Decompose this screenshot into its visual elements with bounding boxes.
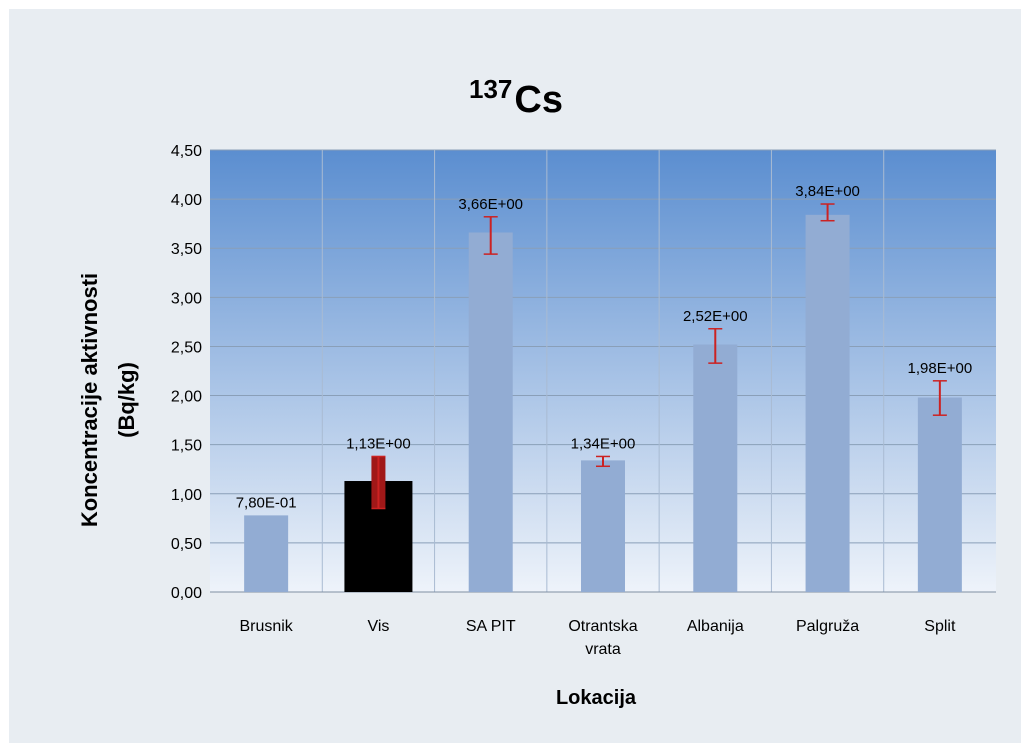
y-axis-label-line1: Koncentracije aktivnosti	[77, 273, 102, 527]
bar	[693, 344, 737, 592]
y-tick-label: 1,50	[171, 438, 202, 455]
y-tick-label: 3,50	[171, 241, 202, 258]
data-label: 2,52E+00	[683, 308, 748, 325]
data-label: 7,80E-01	[236, 494, 297, 511]
x-axis-label: Lokacija	[556, 687, 637, 709]
data-label: 3,66E+00	[458, 196, 523, 213]
x-tick-label: Albanija	[687, 618, 744, 635]
x-tick-label: Vis	[367, 618, 389, 635]
data-label: 1,98E+00	[908, 360, 973, 377]
bar	[918, 398, 962, 592]
y-tick-label: 2,00	[171, 389, 202, 406]
bar	[806, 215, 850, 592]
bar	[581, 460, 625, 592]
x-tick-label: SA PIT	[466, 618, 516, 635]
y-tick-label: 4,50	[171, 143, 202, 160]
x-tick-label: Palgruža	[796, 618, 859, 635]
bar	[469, 233, 513, 592]
x-tick-label: Brusnik	[239, 618, 293, 635]
y-tick-label: 1,00	[171, 487, 202, 504]
x-tick-label: Otrantska	[568, 618, 637, 635]
y-axis-label: Koncentracije aktivnosti (Bq/kg)	[77, 273, 139, 527]
y-tick-label: 0,00	[171, 585, 202, 602]
y-tick-label: 2,50	[171, 339, 202, 356]
chart-title-superscript: 137	[469, 74, 512, 104]
y-tick-labels: 0,00 0,50 1,00 1,50 2,00 2,50 3,00 3,50 4,00 4,50	[171, 143, 202, 602]
bar	[244, 515, 288, 592]
data-label: 1,13E+00	[346, 435, 411, 452]
data-label: 1,34E+00	[571, 435, 636, 452]
y-tick-label: 4,00	[171, 192, 202, 209]
x-tick-label: vrata	[585, 641, 621, 658]
x-tick-labels: Brusnik Vis SA PIT Otrantska vrata Albanija Pa…	[239, 618, 956, 658]
y-axis-label-line2: (Bq/kg)	[114, 362, 139, 438]
data-label: 3,84E+00	[795, 183, 860, 200]
chart-title-main: Cs	[514, 79, 563, 121]
y-tick-label: 3,00	[171, 290, 202, 307]
y-tick-label: 0,50	[171, 536, 202, 553]
chart-title: 137Cs	[469, 74, 563, 121]
x-tick-label: Split	[924, 618, 956, 635]
